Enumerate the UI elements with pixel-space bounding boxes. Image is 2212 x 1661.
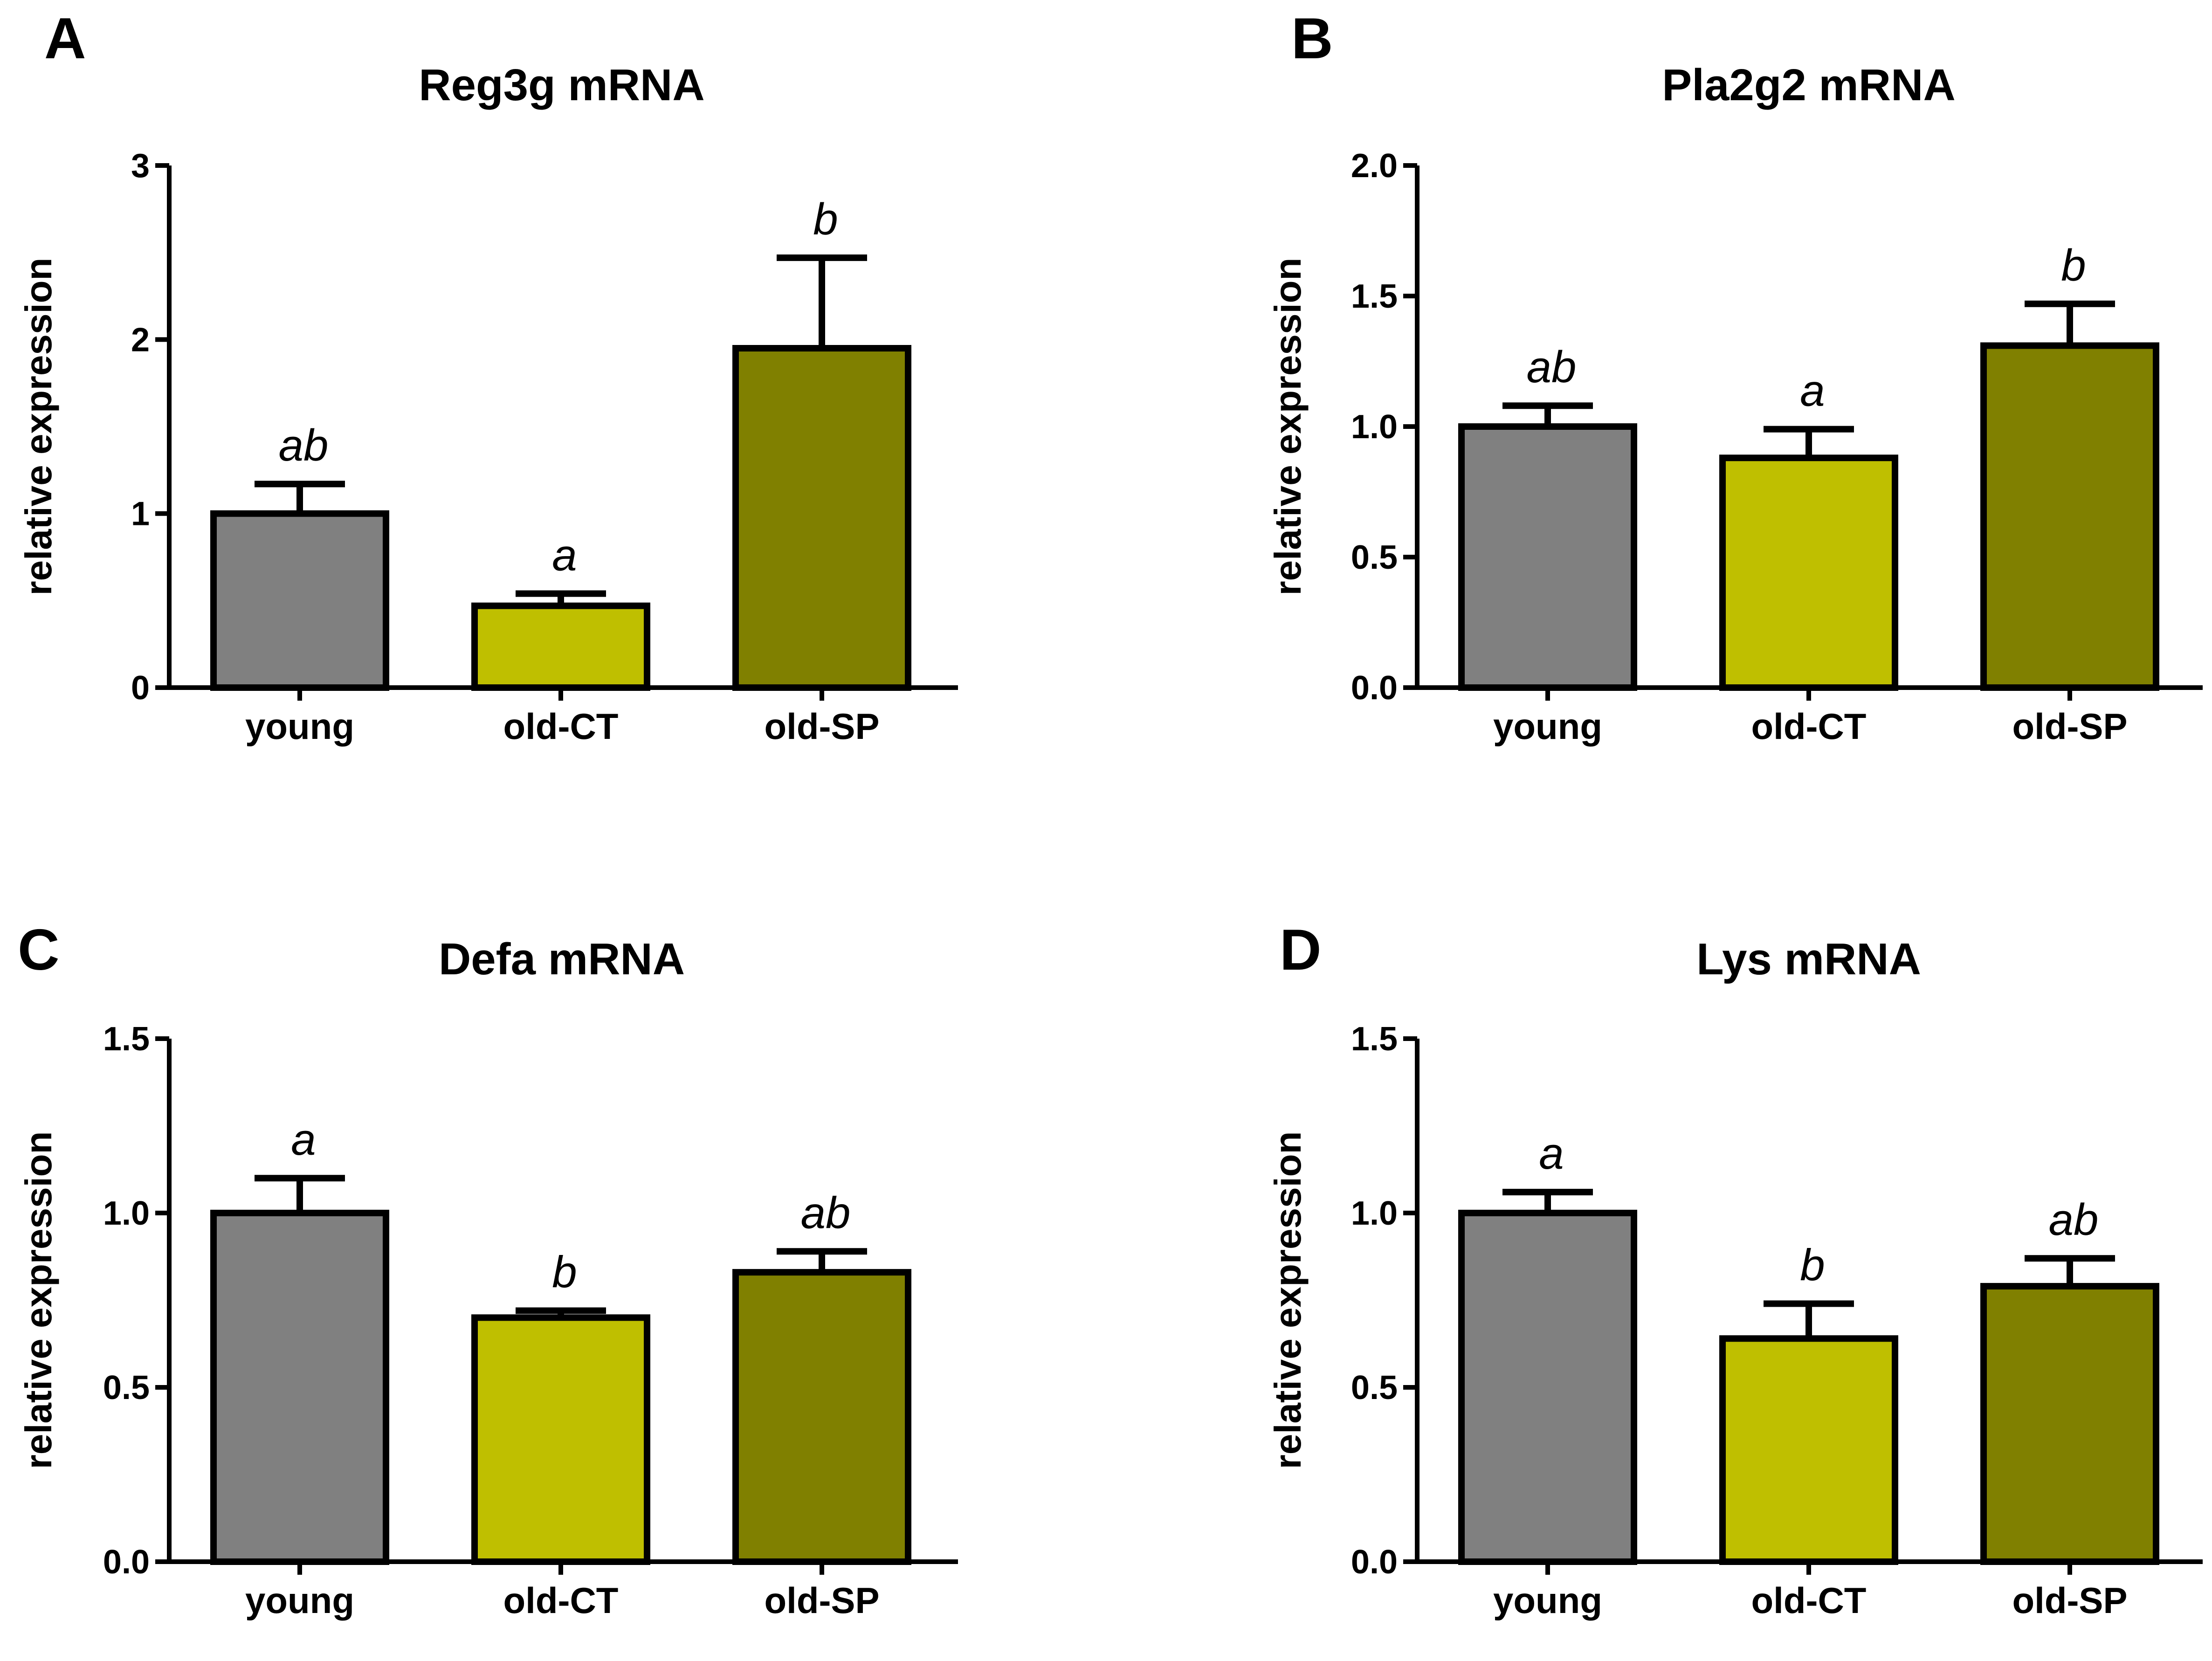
x-tick-label: young	[245, 706, 354, 747]
y-tick-label: 0.5	[103, 1369, 150, 1406]
significance-label: a	[291, 1115, 316, 1165]
x-tick-label: old-CT	[503, 1580, 619, 1621]
y-tick-label: 1.0	[1351, 1195, 1398, 1232]
bar-old-CT	[1719, 1335, 1898, 1565]
bar-young	[1458, 1210, 1637, 1565]
bar-young	[210, 1210, 389, 1565]
y-tick-label: 1	[131, 496, 150, 533]
chart-title: Lys mRNA	[1696, 934, 1921, 984]
panel-letter: A	[44, 7, 86, 71]
bar-old-CT	[471, 1314, 650, 1565]
y-tick-label: 1.0	[103, 1195, 150, 1232]
bar-young	[1458, 423, 1637, 691]
significance-label: a	[1800, 366, 1825, 416]
y-tick-label: 0.5	[1351, 1369, 1398, 1406]
chart-title: Pla2g2 mRNA	[1662, 60, 1956, 110]
significance-label: ab	[801, 1188, 851, 1238]
x-tick-label: old-CT	[1751, 1580, 1867, 1621]
x-tick-label: old-CT	[1751, 706, 1867, 747]
panel-letter: B	[1291, 7, 1333, 71]
bar-young	[210, 510, 389, 691]
y-tick-label: 2.0	[1351, 147, 1398, 185]
x-tick-label: young	[1493, 1580, 1602, 1621]
bar-old-SP	[732, 345, 911, 691]
bar-old-CT	[471, 602, 650, 691]
chart-title: Defa mRNA	[439, 934, 685, 984]
y-tick-label: 0.5	[1351, 539, 1398, 576]
y-axis-label: relative expression	[18, 258, 59, 596]
bar-old-SP	[732, 1269, 911, 1565]
significance-label: b	[1800, 1240, 1825, 1290]
y-tick-label: 1.5	[103, 1020, 150, 1058]
chart-panel-c: C Defa mRNA relative expression a young b old-…	[18, 918, 958, 1621]
significance-label: b	[552, 1247, 577, 1297]
x-tick-label: old-SP	[2012, 1580, 2128, 1621]
y-tick-label: 1.5	[1351, 1020, 1398, 1058]
y-axis-label: relative expression	[18, 1131, 59, 1469]
significance-label: b	[813, 194, 838, 244]
panel-letter: C	[18, 918, 60, 982]
x-tick-label: old-SP	[765, 1580, 880, 1621]
x-tick-label: old-CT	[503, 706, 619, 747]
bar-old-CT	[1719, 455, 1898, 691]
chart-panel-b: B Pla2g2 mRNA relative expression ab young a o…	[1267, 7, 2203, 747]
chart-title: Reg3g mRNA	[419, 60, 704, 110]
x-tick-label: young	[1493, 706, 1602, 747]
chart-panel-a: A Reg3g mRNA relative expression ab young a ol…	[18, 7, 958, 747]
x-tick-label: old-SP	[765, 706, 880, 747]
y-tick-label: 0.0	[1351, 669, 1398, 707]
y-axis-label: relative expression	[1267, 1131, 1309, 1469]
y-tick-label: 1.0	[1351, 408, 1398, 446]
panel-letter: D	[1280, 918, 1322, 982]
x-tick-label: old-SP	[2012, 706, 2128, 747]
significance-label: b	[2061, 241, 2086, 290]
significance-label: ab	[2049, 1195, 2099, 1245]
x-tick-label: young	[245, 1580, 354, 1621]
y-tick-label: 2	[131, 321, 150, 358]
y-tick-label: 0.0	[103, 1544, 150, 1581]
y-tick-label: 1.5	[1351, 278, 1398, 315]
bar-old-SP	[1980, 342, 2159, 691]
significance-label: a	[552, 530, 577, 580]
bar-old-SP	[1980, 1283, 2159, 1565]
y-tick-label: 0.0	[1351, 1544, 1398, 1581]
significance-label: a	[1539, 1129, 1564, 1179]
significance-label: ab	[1527, 342, 1577, 392]
y-tick-label: 0	[131, 669, 150, 707]
chart-panel-d: D Lys mRNA relative expression a young b old-C…	[1267, 918, 2203, 1621]
y-axis-label: relative expression	[1267, 258, 1309, 596]
significance-label: ab	[279, 420, 329, 470]
y-tick-label: 3	[131, 147, 150, 185]
